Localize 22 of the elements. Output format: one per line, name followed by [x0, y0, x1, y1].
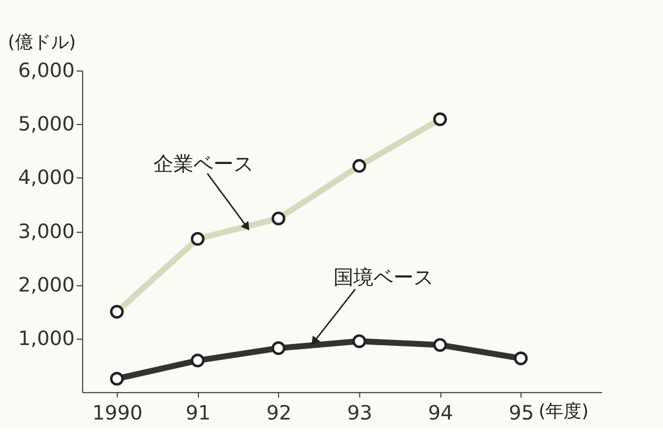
y-axis-title: (億ドル): [8, 32, 76, 53]
point: [352, 334, 366, 348]
y-tick-label: 3,000: [18, 220, 75, 243]
y-tick-label: 6,000: [18, 58, 75, 82]
x-tick-label: 92: [266, 401, 292, 424]
text: 企業ベース: [153, 152, 254, 176]
x-tick-label: 94: [428, 401, 454, 424]
x-tick-label: 91: [186, 401, 211, 424]
x-tick-label: 1990: [92, 401, 143, 424]
x-axis-title: (年度): [538, 400, 589, 422]
y-tick-label: 2,000: [18, 273, 75, 296]
point: [433, 338, 447, 352]
y-tick-label: 1,000: [18, 326, 75, 350]
point: [110, 372, 124, 386]
y-tick-label: 4,000: [18, 166, 75, 190]
point: [190, 354, 205, 368]
point: [514, 351, 528, 366]
y-tick-label: 5,000: [18, 112, 75, 136]
x-tick-label: 95: [508, 401, 534, 424]
x-tick-label: 93: [347, 401, 372, 424]
text: 国境ベース: [334, 266, 434, 289]
point: [272, 341, 286, 356]
